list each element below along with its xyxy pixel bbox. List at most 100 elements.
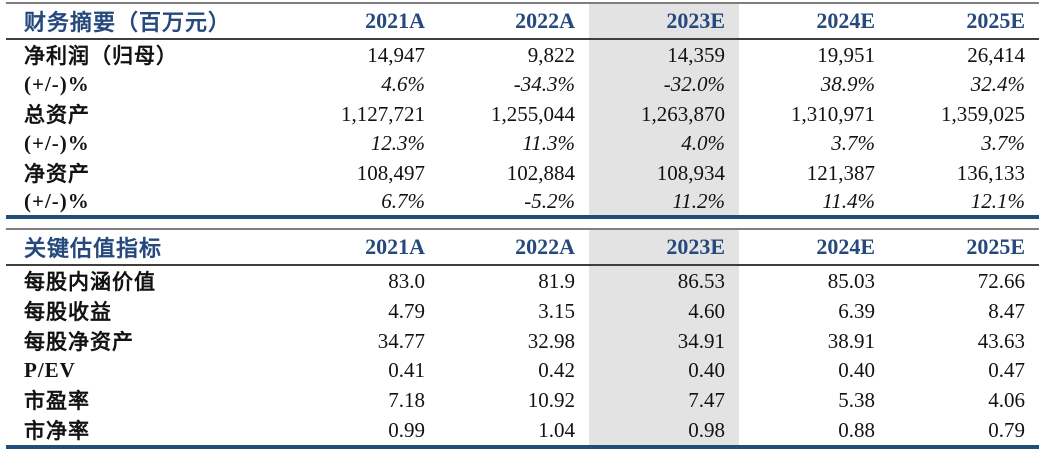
cell-value: 19,951 — [817, 42, 875, 67]
cell-value: 85.03 — [827, 268, 875, 293]
cell-value: 7.18 — [388, 387, 425, 412]
cell-value: 11.4% — [822, 189, 875, 213]
table-row: (+/-)% 4.6% -34.3% -32.0% 38.9% 32.4% — [6, 70, 1039, 99]
table-valuation-metrics: 关键估值指标 2021A 2022A 2023E 2024E 2025E 每股内涵价值 83.… — [6, 228, 1039, 449]
cell-value: 0.88 — [838, 417, 875, 442]
cell-value: 0.79 — [988, 417, 1025, 442]
cell-value: 34.77 — [377, 328, 425, 353]
cell-value: 4.0% — [589, 129, 739, 158]
cell-value: 11.3% — [522, 131, 575, 155]
row-label: 总资产 — [24, 103, 90, 127]
cell-value: 14,947 — [367, 42, 425, 67]
column-header-2022a: 2022A — [439, 3, 589, 40]
cell-value: 102,884 — [506, 160, 575, 185]
header-row: 财务摘要（百万元） 2021A 2022A 2023E 2024E 2025E — [6, 3, 1039, 40]
row-label: 每股净资产 — [24, 330, 134, 354]
cell-value: 4.06 — [988, 387, 1025, 412]
cell-value: 1,310,971 — [791, 101, 875, 126]
row-label: 市净率 — [24, 419, 90, 443]
cell-value: 6.39 — [838, 298, 875, 323]
column-header-2025e: 2025E — [889, 229, 1039, 266]
cell-value: 32.4% — [970, 72, 1025, 96]
cell-value: 1.04 — [538, 417, 575, 442]
cell-value: 108,934 — [589, 158, 739, 188]
cell-value: 9,822 — [527, 42, 575, 67]
column-header-2023e: 2023E — [589, 229, 739, 266]
cell-value: 0.40 — [838, 358, 875, 382]
cell-value: 0.42 — [538, 358, 575, 382]
cell-value: 0.99 — [388, 417, 425, 442]
cell-value: 32.98 — [527, 328, 575, 353]
column-header-2024e: 2024E — [739, 229, 889, 266]
row-label: 每股收益 — [24, 300, 112, 324]
cell-value: 81.9 — [538, 268, 575, 293]
row-label: P/EV — [24, 358, 76, 382]
cell-value: 4.6% — [381, 72, 425, 96]
cell-value: 0.47 — [988, 358, 1025, 382]
cell-value: 38.91 — [827, 328, 875, 353]
cell-value: 0.98 — [589, 415, 739, 447]
column-header-2023e: 2023E — [589, 3, 739, 40]
cell-value: 0.40 — [589, 356, 739, 385]
cell-value: 136,133 — [956, 160, 1025, 185]
table-row: 市净率 0.99 1.04 0.98 0.88 0.79 — [6, 415, 1039, 447]
row-label: 市盈率 — [24, 389, 90, 413]
column-header-2024e: 2024E — [739, 3, 889, 40]
cell-value: 1,263,870 — [589, 99, 739, 129]
table-row: 每股收益 4.79 3.15 4.60 6.39 8.47 — [6, 296, 1039, 326]
column-header-2025e: 2025E — [889, 3, 1039, 40]
row-label: (+/-)% — [24, 189, 90, 213]
table-title: 财务摘要（百万元） — [6, 3, 289, 40]
header-row: 关键估值指标 2021A 2022A 2023E 2024E 2025E — [6, 229, 1039, 266]
cell-value: 4.79 — [388, 298, 425, 323]
table-row: P/EV 0.41 0.42 0.40 0.40 0.47 — [6, 356, 1039, 385]
row-label: 每股内涵价值 — [24, 270, 156, 294]
cell-value: 12.3% — [370, 131, 425, 155]
cell-value: 4.60 — [589, 296, 739, 326]
row-label: 净利润（归母） — [24, 44, 178, 68]
cell-value: 5.38 — [838, 387, 875, 412]
table-financial-summary: 财务摘要（百万元） 2021A 2022A 2023E 2024E 2025E 净利润（归母… — [6, 2, 1039, 219]
cell-value: -34.3% — [513, 72, 575, 96]
cell-value: 1,359,025 — [941, 101, 1025, 126]
column-header-2022a: 2022A — [439, 229, 589, 266]
table-row: 净利润（归母） 14,947 9,822 14,359 19,951 26,414 — [6, 39, 1039, 70]
row-label: (+/-)% — [24, 72, 90, 96]
cell-value: 3.15 — [538, 298, 575, 323]
cell-value: 11.2% — [589, 188, 739, 217]
table-row: 每股净资产 34.77 32.98 34.91 38.91 43.63 — [6, 326, 1039, 356]
cell-value: 38.9% — [820, 72, 875, 96]
table-row: 每股内涵价值 83.0 81.9 86.53 85.03 72.66 — [6, 265, 1039, 296]
cell-value: 43.63 — [977, 328, 1025, 353]
cell-value: 34.91 — [589, 326, 739, 356]
cell-value: 1,255,044 — [491, 101, 575, 126]
cell-value: 12.1% — [970, 189, 1025, 213]
cell-value: 10.92 — [527, 387, 575, 412]
cell-value: 0.41 — [388, 358, 425, 382]
cell-value: 108,497 — [356, 160, 425, 185]
cell-value: 83.0 — [388, 268, 425, 293]
row-label: (+/-)% — [24, 131, 90, 155]
cell-value: 3.7% — [981, 131, 1025, 155]
cell-value: 7.47 — [589, 385, 739, 415]
cell-value: 26,414 — [967, 42, 1025, 67]
cell-value: 1,127,721 — [341, 101, 425, 126]
cell-value: -32.0% — [589, 70, 739, 99]
table-title: 关键估值指标 — [6, 229, 289, 266]
table-row: 总资产 1,127,721 1,255,044 1,263,870 1,310,971 1… — [6, 99, 1039, 129]
cell-value: -5.2% — [524, 189, 575, 213]
cell-value: 6.7% — [381, 189, 425, 213]
column-header-2021a: 2021A — [289, 3, 439, 40]
table-row: 净资产 108,497 102,884 108,934 121,387 136,133 — [6, 158, 1039, 188]
cell-value: 14,359 — [589, 39, 739, 70]
table-row: (+/-)% 12.3% 11.3% 4.0% 3.7% 3.7% — [6, 129, 1039, 158]
row-label: 净资产 — [24, 162, 90, 186]
cell-value: 121,387 — [806, 160, 875, 185]
column-header-2021a: 2021A — [289, 229, 439, 266]
table-row: (+/-)% 6.7% -5.2% 11.2% 11.4% 12.1% — [6, 188, 1039, 217]
cell-value: 3.7% — [831, 131, 875, 155]
cell-value: 72.66 — [977, 268, 1025, 293]
cell-value: 8.47 — [988, 298, 1025, 323]
table-row: 市盈率 7.18 10.92 7.47 5.38 4.06 — [6, 385, 1039, 415]
